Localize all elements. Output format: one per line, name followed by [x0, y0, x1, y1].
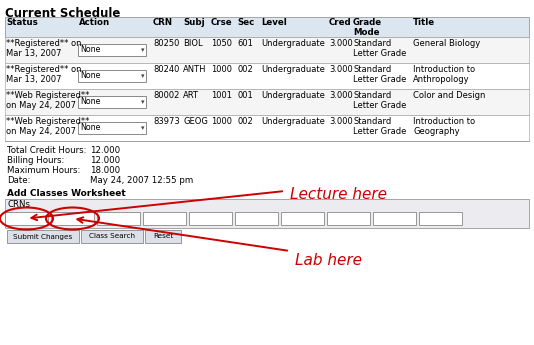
- Text: Undergraduate: Undergraduate: [261, 65, 325, 74]
- FancyBboxPatch shape: [51, 212, 94, 225]
- Text: Action: Action: [79, 18, 110, 27]
- Text: General Biology: General Biology: [413, 39, 480, 48]
- Text: **Registered** on
Mar 13, 2007: **Registered** on Mar 13, 2007: [6, 65, 82, 85]
- Text: Introduction to
Anthropology: Introduction to Anthropology: [413, 65, 475, 85]
- FancyBboxPatch shape: [281, 212, 324, 225]
- Text: Current Schedule: Current Schedule: [5, 7, 120, 20]
- Text: 18.000: 18.000: [90, 166, 120, 175]
- Text: Standard
Letter Grade: Standard Letter Grade: [353, 91, 406, 110]
- Text: 80250: 80250: [153, 39, 179, 48]
- FancyBboxPatch shape: [145, 230, 181, 243]
- Text: 002: 002: [237, 117, 253, 126]
- Text: 001: 001: [237, 91, 253, 100]
- Text: Date:: Date:: [7, 176, 30, 185]
- FancyBboxPatch shape: [5, 89, 529, 115]
- Text: CRN: CRN: [153, 18, 173, 27]
- FancyBboxPatch shape: [373, 212, 416, 225]
- Text: Undergraduate: Undergraduate: [261, 39, 325, 48]
- Text: Submit Changes: Submit Changes: [13, 234, 73, 239]
- Text: Reset: Reset: [153, 234, 173, 239]
- Text: Lab here: Lab here: [295, 253, 362, 268]
- Text: None: None: [80, 98, 100, 107]
- Text: ▾: ▾: [141, 47, 145, 53]
- Text: **Registered** on
Mar 13, 2007: **Registered** on Mar 13, 2007: [6, 39, 82, 58]
- Text: ▾: ▾: [141, 125, 145, 131]
- Text: CRNs: CRNs: [7, 200, 30, 209]
- Text: GEOG: GEOG: [183, 117, 208, 126]
- Text: Undergraduate: Undergraduate: [261, 91, 325, 100]
- Text: 3.000: 3.000: [329, 65, 353, 74]
- Text: 1001: 1001: [211, 91, 232, 100]
- FancyBboxPatch shape: [78, 96, 146, 108]
- Text: Standard
Letter Grade: Standard Letter Grade: [353, 117, 406, 136]
- FancyBboxPatch shape: [97, 212, 140, 225]
- Text: ▾: ▾: [141, 73, 145, 79]
- FancyBboxPatch shape: [78, 44, 146, 56]
- Text: Crse: Crse: [211, 18, 233, 27]
- Text: ANTH: ANTH: [183, 65, 207, 74]
- Text: 80002: 80002: [153, 91, 179, 100]
- FancyBboxPatch shape: [143, 212, 186, 225]
- FancyBboxPatch shape: [235, 212, 278, 225]
- FancyBboxPatch shape: [78, 122, 146, 134]
- Text: ▾: ▾: [141, 99, 145, 105]
- Text: Level: Level: [261, 18, 287, 27]
- Text: Title: Title: [413, 18, 435, 27]
- Text: May 24, 2007 12:55 pm: May 24, 2007 12:55 pm: [90, 176, 193, 185]
- FancyBboxPatch shape: [189, 212, 232, 225]
- Text: **Web Registered**
on May 24, 2007: **Web Registered** on May 24, 2007: [6, 91, 89, 110]
- Text: 601: 601: [237, 39, 253, 48]
- Text: 1050: 1050: [211, 39, 232, 48]
- Text: 80240: 80240: [153, 65, 179, 74]
- Text: 1000: 1000: [211, 117, 232, 126]
- Text: Standard
Letter Grade: Standard Letter Grade: [353, 39, 406, 58]
- FancyBboxPatch shape: [7, 230, 79, 243]
- Text: None: None: [80, 124, 100, 132]
- Text: 002: 002: [237, 65, 253, 74]
- FancyBboxPatch shape: [5, 37, 529, 63]
- Text: **Web Registered**
on May 24, 2007: **Web Registered** on May 24, 2007: [6, 117, 89, 136]
- Text: Introduction to
Geography: Introduction to Geography: [413, 117, 475, 136]
- Text: 12.000: 12.000: [90, 156, 120, 165]
- Text: None: None: [80, 71, 100, 80]
- FancyBboxPatch shape: [78, 70, 146, 82]
- Text: ART: ART: [183, 91, 199, 100]
- Text: Grade
Mode: Grade Mode: [353, 18, 382, 37]
- Text: Sec: Sec: [237, 18, 254, 27]
- Text: 3.000: 3.000: [329, 39, 353, 48]
- Text: Billing Hours:: Billing Hours:: [7, 156, 65, 165]
- Text: BIOL: BIOL: [183, 39, 202, 48]
- Text: 12.000: 12.000: [90, 146, 120, 155]
- Text: 83973: 83973: [153, 117, 180, 126]
- Text: Maximum Hours:: Maximum Hours:: [7, 166, 81, 175]
- Text: Cred: Cred: [329, 18, 351, 27]
- Text: Status: Status: [6, 18, 38, 27]
- Text: Total Credit Hours:: Total Credit Hours:: [7, 146, 87, 155]
- Text: Undergraduate: Undergraduate: [261, 117, 325, 126]
- Text: Color and Design: Color and Design: [413, 91, 485, 100]
- FancyBboxPatch shape: [5, 115, 529, 141]
- FancyBboxPatch shape: [5, 17, 529, 37]
- FancyBboxPatch shape: [81, 230, 143, 243]
- Text: None: None: [80, 46, 100, 55]
- Text: Subj: Subj: [183, 18, 205, 27]
- Text: Lecture here: Lecture here: [290, 187, 387, 202]
- FancyBboxPatch shape: [327, 212, 370, 225]
- FancyBboxPatch shape: [5, 212, 48, 225]
- Text: 3.000: 3.000: [329, 91, 353, 100]
- Text: Add Classes Worksheet: Add Classes Worksheet: [7, 189, 125, 198]
- Text: Standard
Letter Grade: Standard Letter Grade: [353, 65, 406, 85]
- Text: Class Search: Class Search: [89, 234, 135, 239]
- Text: 1000: 1000: [211, 65, 232, 74]
- FancyBboxPatch shape: [5, 63, 529, 89]
- FancyBboxPatch shape: [5, 199, 529, 228]
- Text: 3.000: 3.000: [329, 117, 353, 126]
- FancyBboxPatch shape: [419, 212, 462, 225]
